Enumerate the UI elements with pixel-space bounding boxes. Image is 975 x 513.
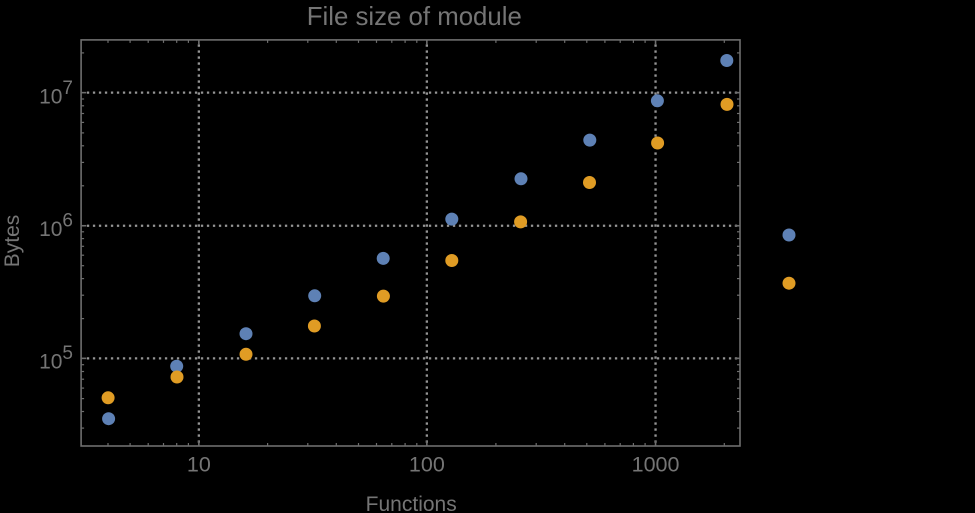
svg-text:100: 100 [409,452,445,476]
svg-text:10: 10 [187,452,211,476]
svg-text:Functions: Functions [366,493,457,513]
svg-text:1000: 1000 [632,452,680,476]
svg-text:Bytes: Bytes [1,215,24,268]
svg-text:File size of module: File size of module [307,3,522,31]
